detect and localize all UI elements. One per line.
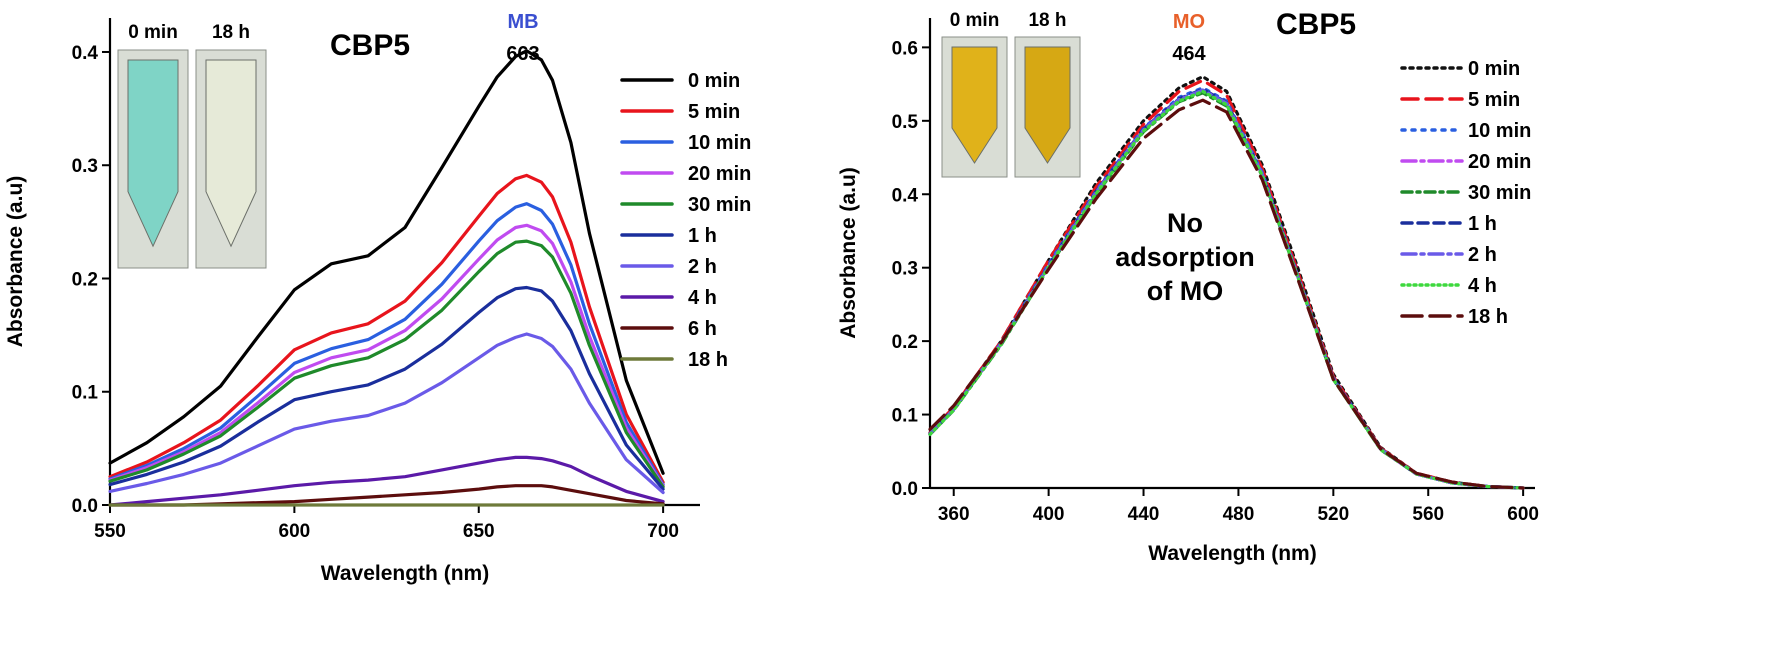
legend-label: 1 h xyxy=(1468,213,1497,235)
legend: 0 min 5 min 10 min 20 min 30 min 1 h 2 h 4 h 6 h… xyxy=(620,70,751,371)
y-tick-label: 0.3 xyxy=(892,259,918,280)
x-tick-label: 600 xyxy=(279,521,311,542)
inset-label: 0 min xyxy=(950,10,1000,31)
chart-panel-1: 550 600 650 700 0.0 0.1 0.2 0.3 0.4 Wavelength (n… xyxy=(4,11,751,585)
legend-label: 10 min xyxy=(688,132,751,154)
y-tick-label: 0.0 xyxy=(892,479,918,500)
x-tick-label: 400 xyxy=(1033,504,1065,525)
x-tick-label: 700 xyxy=(647,521,679,542)
series-line xyxy=(108,223,665,488)
series-line xyxy=(108,455,665,507)
series-line xyxy=(108,202,665,487)
legend-label: 5 min xyxy=(688,101,740,123)
legend-label: 20 min xyxy=(1468,151,1531,173)
x-tick-label: 360 xyxy=(938,504,970,525)
y-tick-label: 0.5 xyxy=(892,112,919,133)
series-line xyxy=(108,173,665,484)
x-tick-label: 480 xyxy=(1223,504,1255,525)
y-tick-label: 0.4 xyxy=(892,185,919,206)
legend-label: 2 h xyxy=(1468,244,1497,266)
legend-label: 1 h xyxy=(688,225,717,247)
chart-title: CBP5 xyxy=(1276,8,1356,41)
inset-label: 18 h xyxy=(1028,10,1066,31)
annotation-text: of MO xyxy=(1147,276,1223,306)
vial-liquid xyxy=(951,46,998,164)
y-tick-label: 0.1 xyxy=(72,383,99,404)
x-tick-label: 600 xyxy=(1507,504,1539,525)
legend-label: 20 min xyxy=(688,163,751,185)
chart-panel-2: 360 400 440 480 520 560 600 0.0 0.1 0.2 0.3 0.4 0.5 0… xyxy=(837,8,1539,565)
chart-title: CBP5 xyxy=(330,29,410,62)
legend-label: 18 h xyxy=(1468,306,1508,328)
vial-liquid xyxy=(205,59,257,248)
peak-wavelength-label: 663 xyxy=(506,43,539,65)
x-tick-label: 550 xyxy=(94,521,126,542)
x-axis-label: Wavelength (nm) xyxy=(321,562,489,585)
legend-label: 6 h xyxy=(688,318,717,340)
inset-label: 18 h xyxy=(212,22,250,43)
y-axis-label: Absorbance (a.u) xyxy=(837,167,860,339)
y-tick-label: 0.6 xyxy=(892,38,918,59)
annotation-text: adsorption xyxy=(1115,242,1255,272)
vial-liquid xyxy=(127,59,179,248)
inset-photo: 0 min 18 h xyxy=(941,10,1081,178)
series-line xyxy=(108,239,665,489)
legend-label: 2 h xyxy=(688,256,717,278)
series-line xyxy=(108,285,665,491)
x-tick-label: 560 xyxy=(1412,504,1444,525)
series-line xyxy=(108,332,665,495)
legend-label: 18 h xyxy=(688,349,728,371)
legend-label: 0 min xyxy=(688,70,740,92)
x-tick-label: 440 xyxy=(1128,504,1160,525)
legend-label: 10 min xyxy=(1468,120,1531,142)
y-axis-label: Absorbance (a.u) xyxy=(4,176,27,348)
series-line xyxy=(928,98,1525,490)
legend-label: 0 min xyxy=(1468,58,1520,80)
legend-label: 30 min xyxy=(1468,182,1531,204)
x-tick-label: 650 xyxy=(463,521,495,542)
y-tick-label: 0.4 xyxy=(72,43,99,64)
y-tick-label: 0.1 xyxy=(892,406,919,427)
y-tick-label: 0.2 xyxy=(892,332,918,353)
x-tick-label: 520 xyxy=(1317,504,1349,525)
legend-label: 4 h xyxy=(688,287,717,309)
peak-dye-label: MO xyxy=(1173,11,1205,33)
annotation-text: No xyxy=(1167,208,1203,238)
legend-label: 4 h xyxy=(1468,275,1497,297)
x-axis-label: Wavelength (nm) xyxy=(1148,542,1316,565)
vial-liquid xyxy=(1024,46,1071,164)
legend-label: 30 min xyxy=(688,194,751,216)
legend: 0 min 5 min 10 min 20 min 30 min 1 h 2 h 4 h 18 … xyxy=(1400,58,1531,328)
peak-wavelength-label: 464 xyxy=(1172,43,1206,65)
peak-dye-label: MB xyxy=(507,11,538,33)
series-line xyxy=(108,49,665,475)
y-tick-label: 0.3 xyxy=(72,156,98,177)
y-tick-label: 0.0 xyxy=(72,496,98,517)
y-tick-label: 0.2 xyxy=(72,269,98,290)
inset-photo: 0 min 18 h xyxy=(117,22,267,269)
inset-label: 0 min xyxy=(128,22,178,43)
legend-label: 5 min xyxy=(1468,89,1520,111)
